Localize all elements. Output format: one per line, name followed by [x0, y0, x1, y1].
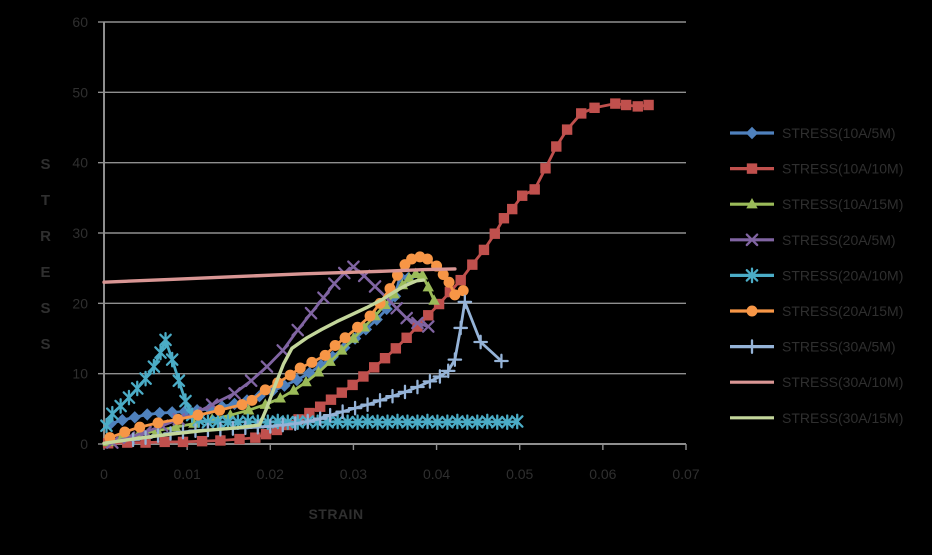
series-line-9: [102, 278, 425, 445]
y-tick-label: 40: [72, 155, 88, 171]
y-tick-label: 50: [72, 84, 88, 100]
y-tick-label: 0: [80, 436, 88, 452]
legend-item-9: STRESS(30A/15M): [730, 410, 903, 426]
legend-label: STRESS(20A/5M): [782, 232, 896, 248]
series-line-8: [102, 267, 457, 284]
legend-item-8: STRESS(30A/10M): [730, 374, 903, 390]
legend-item-7: STRESS(30A/5M): [730, 339, 896, 355]
x-tick-label: 0.03: [340, 466, 367, 482]
x-axis-title: STRAIN: [308, 506, 364, 522]
series-line-5: [105, 338, 519, 428]
legend-label: STRESS(10A/5M): [782, 125, 896, 141]
x-tick-label: 0.04: [423, 466, 450, 482]
x-tick-label: 0: [100, 466, 108, 482]
y-tick-label: 10: [72, 366, 88, 382]
legend-item-6: STRESS(20A/15M): [730, 303, 903, 319]
x-tick-label: 0.07: [672, 466, 699, 482]
y-axis-title: STRESS: [40, 156, 51, 353]
y-tick-label: 60: [72, 14, 88, 30]
legend-label: STRESS(20A/10M): [782, 267, 903, 283]
legend-item-2: STRESS(10A/10M): [730, 161, 903, 177]
series-line-2: [106, 102, 650, 445]
y-tick-label: 20: [72, 295, 88, 311]
legend-item-3: STRESS(10A/15M): [730, 196, 903, 212]
legend-label: STRESS(30A/10M): [782, 374, 903, 390]
x-tick-label: 0.02: [257, 466, 284, 482]
legend-item-4: STRESS(20A/5M): [730, 232, 896, 248]
legend-label: STRESS(30A/5M): [782, 339, 896, 355]
x-tick-label: 0.01: [174, 466, 201, 482]
legend-label: STRESS(20A/15M): [782, 303, 903, 319]
y-tick-label: 30: [72, 225, 88, 241]
legend-label: STRESS(10A/10M): [782, 161, 903, 177]
legend-item-1: STRESS(10A/5M): [730, 125, 896, 141]
legend-item-5: STRESS(20A/10M): [730, 267, 903, 283]
legend-label: STRESS(30A/15M): [782, 410, 903, 426]
x-tick-label: 0.05: [506, 466, 533, 482]
series-markers-5: [100, 332, 524, 434]
x-tick-label: 0.06: [589, 466, 616, 482]
legend-label: STRESS(10A/15M): [782, 196, 903, 212]
